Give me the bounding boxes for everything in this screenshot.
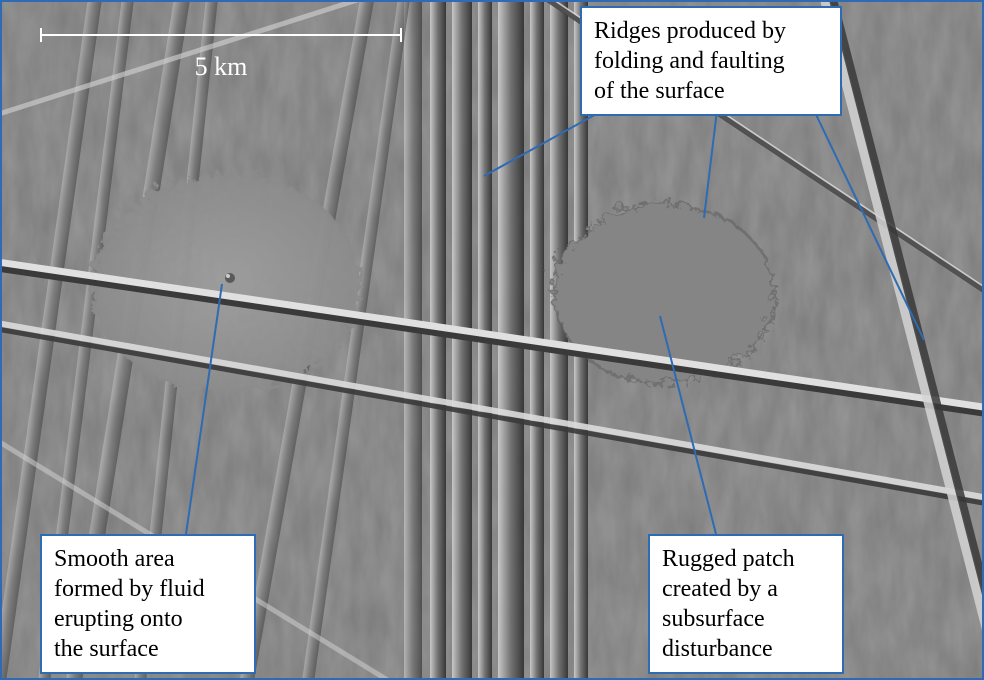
callout-text: folding and faulting [594, 46, 828, 76]
callout-ridges: Ridges produced by folding and faulting … [580, 6, 842, 116]
callout-text: disturbance [662, 634, 830, 664]
callout-text: erupting onto [54, 604, 242, 634]
callout-text: subsurface [662, 604, 830, 634]
callout-smooth-area: Smooth area formed by fluid erupting ont… [40, 534, 256, 674]
callout-text: Ridges produced by [594, 16, 828, 46]
callout-text: of the surface [594, 76, 828, 106]
callout-text: formed by fluid [54, 574, 242, 604]
annotated-figure: 5 km Ridges produced by folding and faul… [0, 0, 984, 680]
callout-text: Rugged patch [662, 544, 830, 574]
callout-rugged-patch: Rugged patch created by a subsurface dis… [648, 534, 844, 674]
callout-text: the surface [54, 634, 242, 664]
callout-text: Smooth area [54, 544, 242, 574]
callout-text: created by a [662, 574, 830, 604]
